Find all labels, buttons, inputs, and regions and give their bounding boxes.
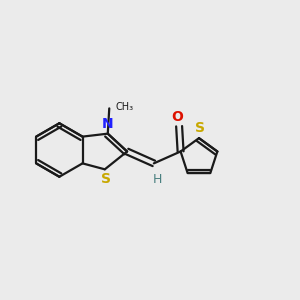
Text: H: H xyxy=(153,173,162,186)
Text: S: S xyxy=(196,121,206,135)
Text: O: O xyxy=(172,110,184,124)
Text: CH₃: CH₃ xyxy=(116,102,134,112)
Text: S: S xyxy=(101,172,111,186)
Text: N: N xyxy=(102,117,114,131)
